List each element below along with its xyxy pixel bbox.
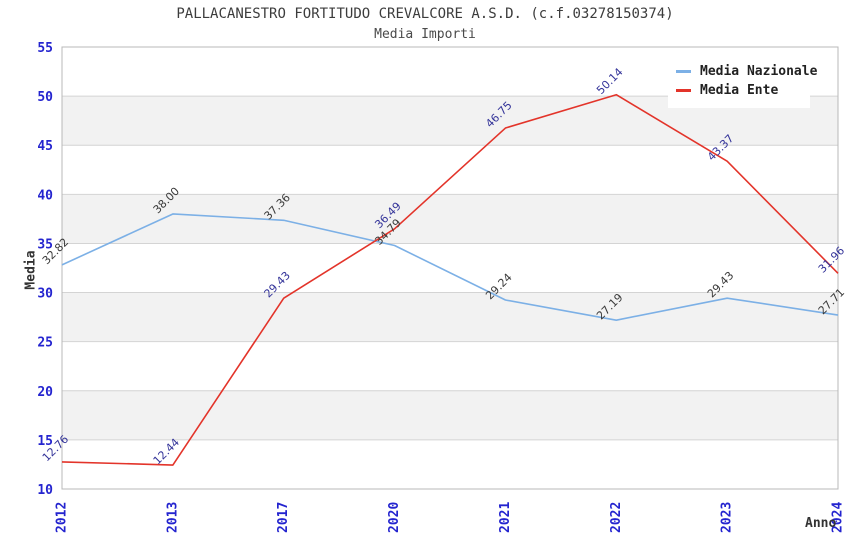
plot-band — [62, 390, 838, 440]
y-tick-label: 50 — [37, 90, 53, 105]
x-tick-label: 2023 — [720, 502, 735, 533]
y-tick-label: 40 — [37, 188, 53, 203]
legend-item-media-ente[interactable]: Media Ente — [676, 81, 810, 100]
y-tick-label: 45 — [37, 139, 53, 154]
y-tick-label: 15 — [37, 434, 53, 449]
x-tick-label: 2022 — [609, 502, 624, 533]
y-tick-label: 30 — [37, 287, 53, 302]
x-tick-label: 2021 — [498, 502, 513, 533]
series-line-media-nazionale — [61, 213, 839, 321]
plot-border — [61, 46, 839, 490]
x-tick-label: 2017 — [276, 502, 291, 533]
data-label: 31.96 — [816, 244, 847, 275]
legend-label-media-nazionale: Media Nazionale — [700, 64, 818, 79]
y-tick-label: 35 — [37, 237, 53, 252]
x-tick-label: 2020 — [387, 502, 402, 533]
legend-label-media-ente: Media Ente — [700, 83, 779, 98]
x-axis-title: Anno — [805, 516, 837, 531]
series-line-media-ente — [61, 93, 839, 466]
y-tick-label: 25 — [37, 336, 53, 351]
chart-subtitle: Media Importi — [374, 27, 476, 42]
x-tick-label: 2012 — [55, 502, 70, 533]
data-label: 50.14 — [594, 66, 625, 97]
y-axis-title: Media — [23, 250, 39, 290]
y-tick-label: 55 — [37, 41, 53, 56]
media-nazionale-line-swatch — [676, 70, 691, 73]
media-ente-line-swatch — [676, 89, 691, 92]
x-tick-label: 2024 — [831, 502, 846, 533]
y-tick-label: 10 — [37, 483, 53, 498]
legend-item-media-nazionale[interactable]: Media Nazionale — [676, 62, 817, 81]
plot-band — [62, 194, 838, 244]
x-tick-label: 2013 — [165, 502, 180, 533]
chart-title: PALLACANESTRO FORTITUDO CREVALCORE A.S.D… — [176, 6, 674, 22]
legend: Media Nazionale Media Ente — [668, 54, 817, 108]
data-label: 12.44 — [151, 436, 182, 467]
plot-band — [62, 292, 838, 342]
y-tick-label: 20 — [37, 385, 53, 400]
